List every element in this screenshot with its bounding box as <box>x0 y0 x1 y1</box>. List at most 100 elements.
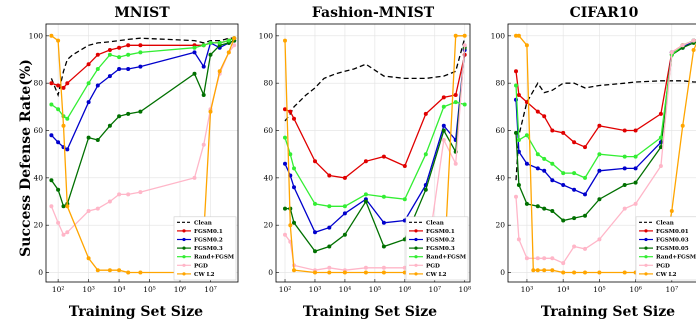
shared-x-axis-label-left: Training Set Size <box>69 304 203 320</box>
data-point-fgsm0-05 <box>658 145 663 150</box>
data-point-rand-fgsm <box>95 67 100 71</box>
data-point-fgsm0-3 <box>86 135 91 140</box>
data-point-cw-l2 <box>95 268 100 273</box>
data-point-cw-l2 <box>462 33 467 38</box>
data-point-rand-fgsm <box>514 83 518 88</box>
data-point-rand-fgsm <box>516 138 521 142</box>
x-tick-label: 10⁷ <box>666 285 679 294</box>
data-point-fgsm0-05 <box>535 204 540 209</box>
data-point-fgsm0-2 <box>327 225 332 230</box>
data-point-fgsm0-05 <box>572 216 577 221</box>
shared-x-axis-label-center: Training Set Size <box>303 304 437 320</box>
data-point-pgd <box>381 265 386 270</box>
x-tick-label: 10⁶ <box>174 285 187 294</box>
data-point-pgd <box>56 220 61 225</box>
legend-label-clean: Clean <box>194 220 212 226</box>
legend-label-cw-l2: CW L2 <box>194 272 215 278</box>
y-tick-label: 40 <box>263 173 273 182</box>
data-point-fgsm0-03 <box>622 166 627 171</box>
data-point-cw-l2 <box>288 223 293 228</box>
data-point-cw-l2 <box>56 38 61 43</box>
data-point-fgsm0-05 <box>542 206 547 211</box>
chart-title: Fashion-MNIST <box>312 5 435 21</box>
data-point-pgd <box>138 190 143 195</box>
series-line-clean <box>284 38 466 122</box>
data-point-fgsm0-01 <box>516 93 521 97</box>
data-point-fgsm0-05 <box>561 218 566 223</box>
data-point-rand-fgsm <box>292 166 296 171</box>
data-point-fgsm0-3 <box>201 93 206 97</box>
y-tick-label: 20 <box>263 221 273 230</box>
data-point-pgd <box>462 43 467 48</box>
data-point-fgsm0-05 <box>524 201 529 206</box>
x-tick-label: 10⁷ <box>428 285 441 294</box>
data-point-rand-fgsm <box>126 52 131 57</box>
legend-label-fgsm0-01: FGSM0.01 <box>656 229 689 235</box>
legend-marker-cw-l2 <box>414 272 418 276</box>
data-point-fgsm0-05 <box>622 183 627 187</box>
data-point-fgsm0-1 <box>363 159 368 164</box>
series-pgd <box>514 38 696 266</box>
data-point-cw-l2 <box>226 50 231 55</box>
legend-marker-cw-l2 <box>182 272 186 276</box>
data-point-fgsm0-03 <box>561 183 566 187</box>
x-tick-label: 10² <box>52 285 65 294</box>
data-point-cw-l2 <box>363 270 368 275</box>
legend-label-fgsm0-1: FGSM0.1 <box>426 229 455 235</box>
data-point-cw-l2 <box>327 270 332 275</box>
data-point-fgsm0-3 <box>208 52 213 57</box>
legend-marker-pgd <box>644 263 648 267</box>
data-point-fgsm0-1 <box>49 81 54 86</box>
data-point-fgsm0-3 <box>342 232 347 237</box>
legend: Clean FGSM0.01 FGSM0.03 FGSM0.05 Rand+FGSM PG… <box>635 216 696 281</box>
data-point-cw-l2 <box>542 268 547 273</box>
data-point-rand-fgsm <box>192 45 197 50</box>
data-point-fgsm0-03 <box>550 178 555 183</box>
y-tick-label: 100 <box>29 31 44 40</box>
data-point-rand-fgsm <box>201 43 206 48</box>
data-point-fgsm0-1 <box>61 85 66 90</box>
data-point-fgsm0-1 <box>313 159 317 164</box>
data-point-cw-l2 <box>313 270 317 275</box>
data-point-fgsm0-3 <box>95 138 100 142</box>
legend-marker-fgsm0-03 <box>644 237 648 242</box>
data-point-fgsm0-01 <box>542 114 547 119</box>
legend: Clean FGSM0.1 FGSM0.2 FGSM0.3 Rand+FGSM PGD CW… <box>173 216 237 281</box>
data-point-rand-fgsm <box>633 154 638 159</box>
data-point-pgd <box>691 38 696 43</box>
data-point-fgsm0-1 <box>86 62 91 67</box>
data-point-pgd <box>126 192 131 197</box>
data-point-rand-fgsm <box>542 156 547 161</box>
data-point-pgd <box>363 265 368 270</box>
data-point-fgsm0-2 <box>65 147 70 152</box>
data-point-pgd <box>550 256 555 261</box>
legend-label-cw-l2: CW L2 <box>656 272 677 278</box>
data-point-pgd <box>572 244 577 249</box>
x-tick-label: 10⁵ <box>369 285 382 294</box>
data-point-cw-l2 <box>622 270 627 275</box>
chart-title: CIFAR10 <box>570 5 639 21</box>
series-line-cw-l2 <box>51 35 235 274</box>
data-point-cw-l2 <box>669 209 674 213</box>
legend-label-pgd: PGD <box>656 263 670 269</box>
data-point-fgsm0-1 <box>381 154 386 159</box>
legend-marker-pgd <box>414 263 418 267</box>
data-point-fgsm0-03 <box>524 161 529 166</box>
series-line-clean <box>515 80 696 181</box>
axes-frame <box>507 23 696 283</box>
legend: Clean FGSM0.1 FGSM0.2 FGSM0.3 Rand+FGSM PGD CW… <box>405 216 469 281</box>
data-point-cw-l2 <box>232 36 237 41</box>
data-point-fgsm0-03 <box>633 166 638 171</box>
data-point-cw-l2 <box>561 270 566 275</box>
data-point-fgsm0-2 <box>86 100 91 105</box>
legend-label-rand-fgsm: Rand+FGSM <box>656 255 696 261</box>
data-point-pgd <box>680 43 685 48</box>
legend-marker-fgsm0-1 <box>182 229 186 233</box>
data-point-cw-l2 <box>217 69 222 74</box>
series-rand-fgsm <box>283 100 467 209</box>
data-point-pgd <box>49 204 54 209</box>
data-point-rand-fgsm <box>138 50 143 55</box>
data-point-cw-l2 <box>550 268 555 273</box>
legend-marker-fgsm0-05 <box>644 246 648 250</box>
legend-marker-fgsm0-01 <box>644 229 648 233</box>
